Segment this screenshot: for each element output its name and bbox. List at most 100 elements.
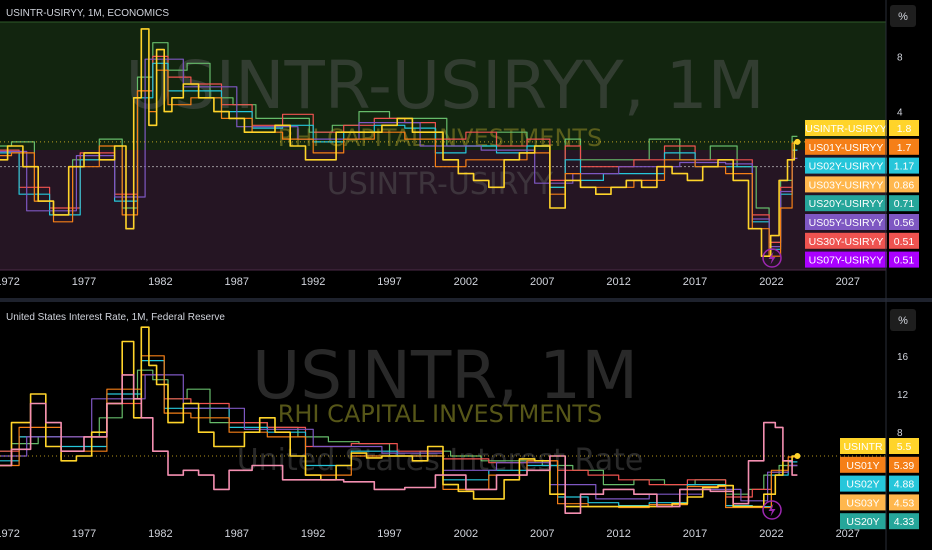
legend-value-badge: [889, 456, 919, 473]
legend-name: US20Y-USIRYY: [809, 198, 884, 210]
legend: USINTR-USIRYY 1.8 US01Y-USIRYY 1.7 US02Y-USI…: [805, 120, 919, 268]
percent-scale-label: %: [898, 11, 908, 23]
x-tick-label: 1982: [148, 528, 172, 540]
legend-value: 4.53: [894, 497, 915, 509]
legend-item: US01Y-USIRYY 1.7: [805, 138, 919, 155]
description-watermark: United States Interest Rate: [237, 443, 644, 478]
x-tick-label: 2002: [454, 528, 478, 540]
legend-value-badge: [889, 138, 919, 155]
legend-item: USINTR-USIRYY 1.8: [805, 120, 919, 136]
legend-value-badge: [889, 176, 919, 193]
legend-value-badge: [889, 438, 919, 454]
x-tick-label: 2022: [759, 528, 783, 540]
legend-value: 4.33: [894, 516, 915, 528]
legend-value-badge: [889, 195, 919, 212]
upper-region-band: [0, 22, 886, 150]
legend-name-badge: [840, 456, 886, 473]
legend-value-badge: [889, 214, 919, 230]
legend-value: 1.7: [897, 142, 912, 154]
legend-value: 0.56: [894, 217, 915, 229]
legend-name-badge: [805, 138, 887, 155]
legend-value: 0.86: [894, 179, 915, 191]
x-tick-label: 2027: [836, 528, 860, 540]
x-tick-label: 1982: [148, 276, 172, 288]
x-tick-label: 2007: [530, 276, 554, 288]
pane-separator: [0, 298, 932, 302]
x-tick-label: 1987: [225, 276, 249, 288]
series-group: [0, 326, 801, 514]
x-tick-label: 2012: [606, 528, 630, 540]
x-tick-label: 2022: [759, 276, 783, 288]
legend-value: 0.71: [894, 198, 915, 210]
legend-name-badge: [840, 475, 886, 492]
legend-value-badge: [889, 251, 919, 268]
bottom-panel: USINTR, 1M RHI CAPITAL INVESTMENTS Unite…: [0, 309, 919, 540]
legend-name-badge: [805, 120, 887, 136]
legend-name: US02Y: [846, 479, 879, 491]
y-tick-label: 8: [897, 52, 903, 63]
legend-value-badge: [889, 120, 919, 136]
series-line: [0, 28, 798, 257]
y-tick-label: 8: [897, 428, 903, 439]
x-tick-label: 2002: [454, 276, 478, 288]
legend-name: US07Y-USIRYY: [809, 255, 884, 267]
panel-header: USINTR-USIRYY, 1M, ECONOMICS: [6, 8, 169, 19]
lightning-icon[interactable]: [762, 500, 782, 520]
y-tick-label: 4: [897, 108, 903, 119]
y-axis-ticks: 84: [897, 52, 903, 118]
x-tick-label: 1977: [72, 276, 96, 288]
y-tick-label: 12: [897, 390, 909, 401]
legend-name: US05Y-USIRYY: [809, 217, 884, 229]
legend-item: US20Y-USIRYY 0.71: [805, 195, 919, 212]
legend-item: USINTR 5.5: [840, 438, 919, 454]
legend-name: US01Y: [846, 460, 879, 472]
legend-name-badge: [805, 251, 887, 268]
y-tick-label: 16: [897, 352, 909, 363]
legend-value-badge: [889, 232, 919, 249]
legend-name: US20Y: [846, 516, 879, 528]
legend-value: 1.17: [894, 161, 915, 173]
x-tick-label: 1977: [72, 528, 96, 540]
legend-value: 0.51: [894, 255, 915, 267]
legend-item: US02Y 4.88: [840, 475, 919, 492]
legend-name: US03Y: [846, 497, 879, 509]
percent-scale-button[interactable]: [890, 309, 916, 331]
legend-name-badge: [805, 214, 887, 230]
legend-item: US20Y 4.33: [840, 513, 919, 530]
legend-item: US30Y-USIRYY 0.51: [805, 232, 919, 249]
legend-name: US01Y-USIRYY: [809, 142, 884, 154]
legend-value: 0.51: [894, 236, 915, 248]
panel-header: United States Interest Rate, 1M, Federal…: [6, 312, 225, 323]
legend-value: 5.5: [897, 441, 912, 453]
symbol-watermark: USINTR, 1M: [252, 337, 638, 414]
x-tick-label: 2017: [683, 276, 707, 288]
lightning-icon[interactable]: [762, 248, 782, 268]
legend-item: US05Y-USIRYY 0.56: [805, 214, 919, 230]
percent-scale-label: %: [898, 315, 908, 327]
legend-name: USINTR-USIRYY: [805, 123, 886, 135]
legend-name-badge: [840, 513, 886, 530]
legend-name-badge: [840, 438, 886, 454]
x-tick-label: 2007: [530, 528, 554, 540]
series-line: [0, 374, 798, 502]
legend-name-badge: [805, 195, 887, 212]
legend-value-badge: [889, 157, 919, 174]
x-tick-label: 2017: [683, 528, 707, 540]
lightning-icon-glyph: [768, 503, 776, 517]
x-axis-ticks: 1972 1977 1982 1987 1992 1997 2002 2007 2012 2017…: [0, 276, 860, 288]
legend-value-badge: [889, 494, 919, 511]
series-line: [0, 374, 798, 514]
x-tick-label: 2012: [606, 276, 630, 288]
legend-value: 1.8: [897, 123, 912, 135]
legend-name-badge: [805, 176, 887, 193]
legend-value: 4.88: [894, 479, 915, 491]
legend-value-badge: [889, 475, 919, 492]
percent-scale-button[interactable]: [890, 5, 916, 27]
description-watermark: USINTR-USIRYY: [327, 167, 554, 202]
legend-name-badge: [840, 494, 886, 511]
lower-region-band: [0, 150, 886, 270]
series-group: [0, 28, 801, 257]
legend-item: US03Y 4.53: [840, 494, 919, 511]
legend-name-badge: [805, 232, 887, 249]
